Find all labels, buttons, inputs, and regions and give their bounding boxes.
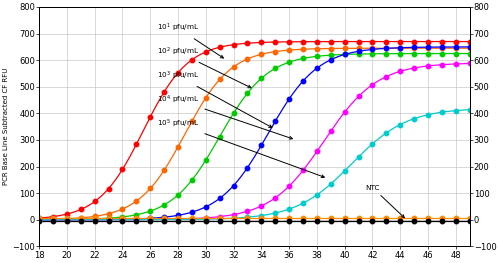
Text: NTC: NTC [366,185,405,218]
Y-axis label: PCR Base Line Subtracted CF RFU: PCR Base Line Subtracted CF RFU [4,68,10,185]
Text: 10$^3$ pfu/mL: 10$^3$ pfu/mL [157,70,272,128]
Text: 10$^1$ pfu/mL: 10$^1$ pfu/mL [157,22,224,58]
Text: 10$^5$ pfu/mL: 10$^5$ pfu/mL [157,118,324,178]
Text: 10$^2$ pfu/mL: 10$^2$ pfu/mL [157,46,251,88]
Text: 10$^4$ pfu/mL: 10$^4$ pfu/mL [157,94,292,139]
